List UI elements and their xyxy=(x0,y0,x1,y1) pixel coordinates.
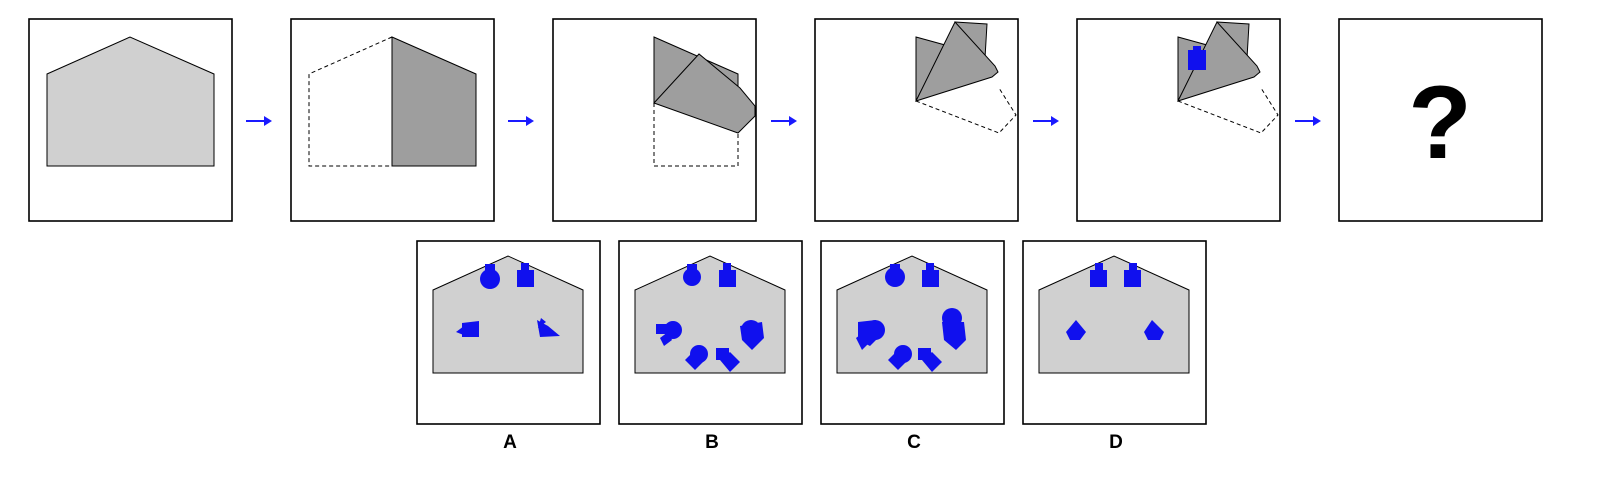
punch-holes xyxy=(456,263,560,337)
option-b[interactable] xyxy=(618,240,803,425)
option-c-label[interactable]: C xyxy=(907,432,921,453)
folded-paper-front xyxy=(915,21,999,102)
option-c[interactable] xyxy=(820,240,1005,425)
right-arrow-icon xyxy=(1295,116,1321,126)
fold-outline-dashed xyxy=(915,87,1017,134)
right-arrow-icon xyxy=(508,116,534,126)
option-a[interactable] xyxy=(416,240,601,425)
right-arrow-icon xyxy=(246,116,272,126)
unfolded-paper xyxy=(1038,255,1190,374)
right-arrow-icon xyxy=(771,116,797,126)
punch-holes xyxy=(1066,263,1164,340)
option-d[interactable] xyxy=(1022,240,1207,425)
fold-outline-dashed xyxy=(653,103,739,167)
step-1-panel xyxy=(28,18,233,222)
punch-holes xyxy=(656,263,764,372)
right-arrow-icon xyxy=(1033,116,1059,126)
folded-paper xyxy=(391,36,477,167)
step-6-panel: ? xyxy=(1338,18,1543,222)
unfolded-paper xyxy=(432,255,584,374)
punch-hole-square xyxy=(1188,50,1206,70)
fold-outline-dashed xyxy=(308,36,393,167)
option-d-label[interactable]: D xyxy=(1109,432,1123,453)
step-5-panel xyxy=(1076,18,1281,222)
option-b-label[interactable]: B xyxy=(705,432,719,453)
step-2-panel xyxy=(290,18,495,222)
question-mark-icon: ? xyxy=(1408,65,1472,181)
step-4-panel xyxy=(814,18,1019,222)
paper-shape xyxy=(46,36,215,167)
punch-holes xyxy=(856,263,966,372)
option-a-label[interactable]: A xyxy=(503,432,517,453)
folded-paper-front xyxy=(653,53,756,134)
step-3-panel xyxy=(552,18,757,222)
fold-outline-dashed xyxy=(1177,87,1279,134)
folded-paper-front xyxy=(1177,21,1261,102)
